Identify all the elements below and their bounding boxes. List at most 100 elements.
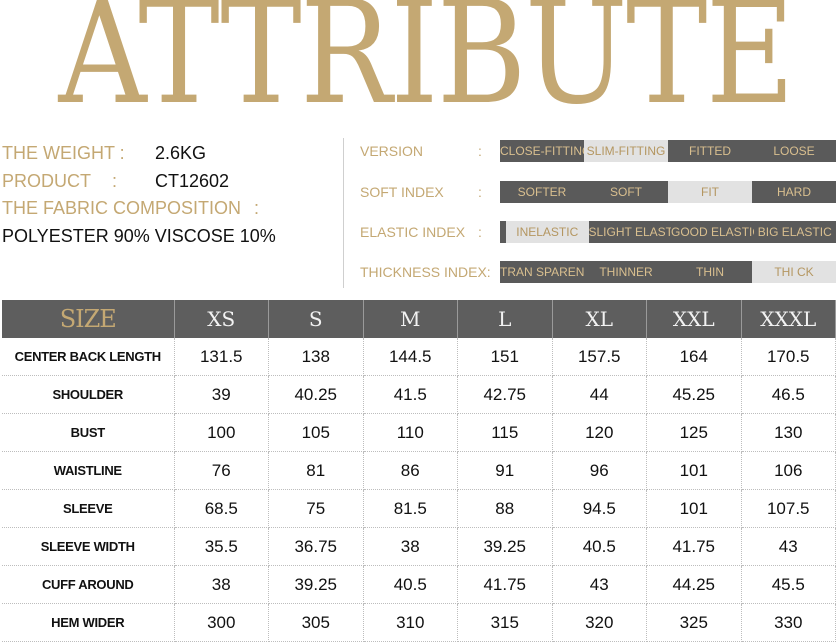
size-column-header: XS <box>174 300 269 338</box>
measurement-value: 101 <box>647 452 742 490</box>
size-column-header: S <box>269 300 364 338</box>
measurement-value: 39 <box>174 376 269 414</box>
measurement-value: 107.5 <box>741 490 836 528</box>
scale-option: BIG ELASTIC <box>754 221 836 243</box>
size-column-header: M <box>363 300 458 338</box>
scale-option: GOOD ELASTIC <box>671 221 754 243</box>
measurement-value: 138 <box>269 338 364 376</box>
weight-label: THE WEIGHT : <box>2 140 125 168</box>
measurement-label: WAISTLINE <box>2 452 174 490</box>
measurement-value: 44 <box>552 376 647 414</box>
measurement-value: 46.5 <box>741 376 836 414</box>
scale-option: LOOSE <box>752 140 836 162</box>
measurement-value: 106 <box>741 452 836 490</box>
measurement-value: 170.5 <box>741 338 836 376</box>
measurement-value: 94.5 <box>552 490 647 528</box>
measurement-value: 41.75 <box>458 566 553 604</box>
measurement-value: 105 <box>269 414 364 452</box>
measurement-value: 81 <box>269 452 364 490</box>
measurement-value: 151 <box>458 338 553 376</box>
divider <box>343 138 344 288</box>
scale-option: HARD <box>752 181 836 203</box>
measurement-value: 44.25 <box>647 566 742 604</box>
scale-option: FIT <box>668 181 752 203</box>
measurement-value: 41.75 <box>647 528 742 566</box>
measurement-value: 76 <box>174 452 269 490</box>
product-value: CT12602 <box>155 168 229 196</box>
measurement-value: 40.5 <box>552 528 647 566</box>
fabric-row: THE FABRIC COMPOSITION : <box>2 195 332 223</box>
size-column-header: XL <box>552 300 647 338</box>
measurement-value: 300 <box>174 604 269 642</box>
measurement-label: CENTER BACK LENGTH <box>2 338 174 376</box>
measurement-value: 120 <box>552 414 647 452</box>
measurement-label: SLEEVE WIDTH <box>2 528 174 566</box>
measurement-value: 68.5 <box>174 490 269 528</box>
fabric-value: POLYESTER 90% VISCOSE 10% <box>2 223 332 251</box>
size-column-header: L <box>458 300 553 338</box>
product-row: PRODUCT : CT12602 <box>2 168 332 196</box>
measurement-value: 35.5 <box>174 528 269 566</box>
measurement-value: 110 <box>363 414 458 452</box>
scale-option: SLIGHT ELASTIC <box>589 221 672 243</box>
product-info: THE WEIGHT : 2.6KG PRODUCT : CT12602 THE… <box>2 140 332 250</box>
measurement-value: 42.75 <box>458 376 553 414</box>
measurement-value: 131.5 <box>174 338 269 376</box>
measurement-value: 325 <box>647 604 742 642</box>
measurement-label: CUFF AROUND <box>2 566 174 604</box>
product-label: PRODUCT <box>2 168 91 196</box>
product-colon: : <box>112 168 117 196</box>
measurement-value: 88 <box>458 490 553 528</box>
measurement-value: 330 <box>741 604 836 642</box>
measurement-value: 81.5 <box>363 490 458 528</box>
measurement-value: 91 <box>458 452 553 490</box>
scale-option: SOFT <box>584 181 668 203</box>
fabric-colon: : <box>254 195 259 223</box>
measurement-value: 38 <box>363 528 458 566</box>
measurement-value: 45.5 <box>741 566 836 604</box>
scale-option: TRAN SPARENT <box>500 261 584 283</box>
measurement-value: 43 <box>552 566 647 604</box>
measurement-value: 164 <box>647 338 742 376</box>
measurement-value: 45.25 <box>647 376 742 414</box>
measurement-value: 36.75 <box>269 528 364 566</box>
measurement-value: 125 <box>647 414 742 452</box>
scale-option: SLIM-FITTING <box>584 140 668 162</box>
size-column-header: XXL <box>647 300 742 338</box>
scale-option: THINNER <box>584 261 668 283</box>
measurement-value: 130 <box>741 414 836 452</box>
attribute-colon: : <box>478 181 482 203</box>
measurement-value: 38 <box>174 566 269 604</box>
measurement-value: 100 <box>174 414 269 452</box>
measurement-value: 75 <box>269 490 364 528</box>
attribute-colon: : <box>478 140 482 162</box>
size-header-label: SIZE <box>2 300 174 338</box>
measurement-value: 315 <box>458 604 553 642</box>
measurement-value: 310 <box>363 604 458 642</box>
measurement-label: SLEEVE <box>2 490 174 528</box>
measurement-value: 115 <box>458 414 553 452</box>
measurement-value: 41.5 <box>363 376 458 414</box>
page-title: ATTRIBUTE <box>59 0 778 118</box>
scale-option: THI CK <box>752 261 836 283</box>
measurement-value: 305 <box>269 604 364 642</box>
measurement-label: SHOULDER <box>2 376 174 414</box>
scale-option: SOFTER <box>500 181 584 203</box>
measurement-value: 39.25 <box>269 566 364 604</box>
fabric-label: THE FABRIC COMPOSITION <box>2 195 241 223</box>
scale-option: INELASTIC <box>506 221 589 243</box>
measurement-value: 40.5 <box>363 566 458 604</box>
scale-option: THIN <box>668 261 752 283</box>
measurement-value: 101 <box>647 490 742 528</box>
